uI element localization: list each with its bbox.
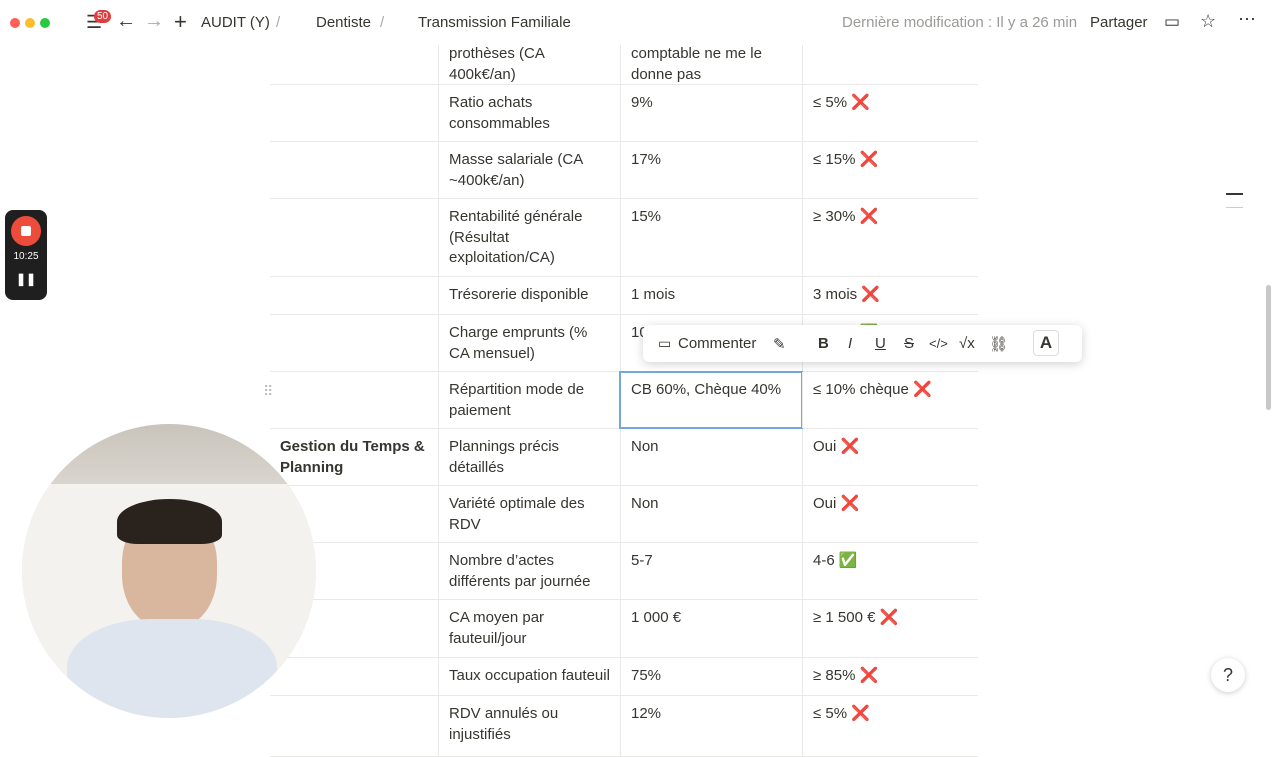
scrollbar[interactable] bbox=[1266, 285, 1271, 410]
table-cell[interactable]: 12% bbox=[620, 696, 802, 756]
recorder: 10:25 ❚❚ bbox=[5, 210, 47, 300]
table-cell[interactable]: Oui ❌ bbox=[802, 486, 978, 542]
edit-icon[interactable]: ✎ bbox=[773, 336, 786, 353]
comment-button[interactable]: Commenter bbox=[678, 335, 757, 352]
bold-button[interactable]: B bbox=[818, 335, 829, 352]
help-button[interactable]: ? bbox=[1211, 658, 1245, 692]
group-cell[interactable]: Gestion du Temps & Planning bbox=[280, 438, 425, 476]
table-cell[interactable]: Trésorerie disponible bbox=[438, 277, 620, 314]
table-cell[interactable]: ≤ 10% chèque ❌ bbox=[802, 372, 978, 428]
table-row: Répartition mode de paiement CB 60%, Chèq… bbox=[270, 371, 978, 429]
window-close[interactable] bbox=[10, 18, 20, 28]
table-row: Variété optimale des RDV Non Oui ❌ bbox=[270, 486, 978, 543]
table-row: Gestion du Temps & Planning Plannings pré… bbox=[270, 429, 978, 486]
table-cell[interactable]: Charge emprunts (% CA mensuel) bbox=[438, 315, 620, 371]
table-cell[interactable]: Variété optimale des RDV bbox=[438, 486, 620, 542]
record-time: 10:25 bbox=[13, 251, 39, 262]
outline-marker bbox=[1226, 193, 1243, 195]
table-cell[interactable]: comptable ne me le donne pas bbox=[620, 36, 802, 84]
table-cell[interactable]: prothèses (CA 400k€/an) bbox=[438, 36, 620, 84]
table-cell[interactable]: 5-7 bbox=[620, 543, 802, 599]
table-cell[interactable]: Répartition mode de paiement bbox=[438, 372, 620, 428]
table-cell[interactable]: Nombre d’actes différents par journée bbox=[438, 543, 620, 599]
table-cell[interactable]: ≤ 5% ❌ bbox=[802, 85, 978, 141]
table-cell[interactable]: 75% bbox=[620, 658, 802, 695]
table-row: Rentabilité générale (Résultat exploitat… bbox=[270, 199, 978, 277]
table-cell[interactable]: ≥ 85% ❌ bbox=[802, 658, 978, 695]
top-bar: ☰ 50 ← → + AUDIT (Y) / Dentiste / Transm… bbox=[0, 0, 1280, 45]
table-cell[interactable]: Non bbox=[620, 486, 802, 542]
comment-icon: ▭ bbox=[658, 335, 672, 351]
table-cell[interactable]: CA moyen par fauteuil/jour bbox=[438, 600, 620, 657]
separator: / bbox=[380, 14, 385, 31]
table-cell[interactable]: Masse salariale (CA ~400k€/an) bbox=[438, 142, 620, 198]
table-cell[interactable]: Non bbox=[620, 429, 802, 485]
group-cell[interactable] bbox=[270, 85, 438, 141]
table-row: CA moyen par fauteuil/jour 1 000 € ≥ 1 500… bbox=[270, 600, 978, 658]
share-button[interactable]: Partager bbox=[1090, 14, 1148, 31]
strike-button[interactable]: S bbox=[904, 335, 915, 352]
table-cell[interactable]: CB 60%, Chèque 40% bbox=[619, 371, 803, 429]
table-row: Taux occupation fauteuil 75% ≥ 85% ❌ bbox=[270, 658, 978, 696]
badge: 50 bbox=[94, 10, 112, 23]
back[interactable]: ← bbox=[116, 10, 136, 32]
forward[interactable]: → bbox=[144, 10, 164, 32]
table-cell[interactable]: 1 mois bbox=[620, 277, 802, 314]
table-row: Ratio achats consommables 9% ≤ 5% ❌ bbox=[270, 85, 978, 142]
math-button[interactable]: √x bbox=[959, 335, 975, 352]
link-button[interactable]: ⛓ bbox=[989, 336, 1009, 353]
stop-button[interactable] bbox=[11, 216, 41, 246]
underline-button[interactable]: U bbox=[875, 335, 886, 352]
italic-button[interactable]: I bbox=[848, 335, 853, 352]
table-cell[interactable]: Rentabilité générale (Résultat exploitat… bbox=[438, 199, 620, 276]
table-cell[interactable]: Taux occupation fauteuil bbox=[438, 658, 620, 695]
window-zoom[interactable] bbox=[40, 18, 50, 28]
table-cell[interactable]: Plannings précis détaillés bbox=[438, 429, 620, 485]
table: prothèses (CA 400k€/an) comptable ne me l… bbox=[270, 36, 978, 757]
favorite-icon[interactable]: ☆ bbox=[1200, 11, 1217, 31]
table-cell[interactable]: ≥ 1 500 € ❌ bbox=[802, 600, 978, 657]
format-toolbar: ▭ Commenter ✎ B I U S </> √x ⛓ A bbox=[643, 325, 1082, 362]
window-minimize[interactable] bbox=[25, 18, 35, 28]
code-button[interactable]: </> bbox=[929, 336, 948, 351]
table-row: RDV annulés ou injustifiés 12% ≤ 5% ❌ bbox=[270, 696, 978, 757]
table-cell[interactable] bbox=[802, 36, 978, 84]
pause-button[interactable]: ❚❚ bbox=[15, 272, 37, 286]
group-cell[interactable] bbox=[270, 142, 438, 198]
breadcrumb-item[interactable]: Transmission Familiale bbox=[418, 14, 571, 31]
color-button[interactable]: A bbox=[1033, 330, 1059, 356]
table-cell[interactable]: RDV annulés ou injustifiés bbox=[438, 696, 620, 756]
comments-icon[interactable]: ▭ bbox=[1164, 12, 1181, 31]
table-cell[interactable]: ≥ 30% ❌ bbox=[802, 199, 978, 276]
outline-marker bbox=[1226, 207, 1243, 208]
table-row: Trésorerie disponible 1 mois 3 mois ❌ bbox=[270, 277, 978, 315]
breadcrumb-item[interactable]: Dentiste bbox=[316, 14, 372, 31]
group-cell[interactable] bbox=[270, 199, 438, 276]
table-cell[interactable]: 4-6 ✅ bbox=[802, 543, 978, 599]
table-cell[interactable]: Ratio achats consommables bbox=[438, 85, 620, 141]
table-row: Nombre d’actes différents par journée 5-7… bbox=[270, 543, 978, 600]
last-modified: Dernière modification : Il y a 26 min bbox=[842, 14, 1078, 31]
table-cell[interactable]: 9% bbox=[620, 85, 802, 141]
breadcrumb-item[interactable]: AUDIT (Y) bbox=[201, 14, 270, 31]
table-cell[interactable]: 1 000 € bbox=[620, 600, 802, 657]
webcam bbox=[22, 424, 316, 718]
table-row: Masse salariale (CA ~400k€/an) 17% ≤ 15% ❌ bbox=[270, 142, 978, 199]
more-icon[interactable]: ⋯ bbox=[1238, 9, 1256, 29]
group-cell[interactable] bbox=[270, 277, 438, 314]
table-cell[interactable]: 15% bbox=[620, 199, 802, 276]
separator: / bbox=[276, 14, 281, 31]
table-cell[interactable]: Oui ❌ bbox=[802, 429, 978, 485]
table-cell[interactable]: ≤ 15% ❌ bbox=[802, 142, 978, 198]
group-cell[interactable] bbox=[270, 315, 438, 371]
new-page[interactable]: + bbox=[174, 9, 187, 34]
table-cell[interactable]: 3 mois ❌ bbox=[802, 277, 978, 314]
table-cell[interactable]: 17% bbox=[620, 142, 802, 198]
group-cell[interactable] bbox=[270, 372, 438, 428]
drag-handle[interactable]: ⠿ bbox=[263, 383, 274, 399]
table-cell[interactable]: ≤ 5% ❌ bbox=[802, 696, 978, 756]
table-row: prothèses (CA 400k€/an) comptable ne me l… bbox=[270, 36, 978, 85]
